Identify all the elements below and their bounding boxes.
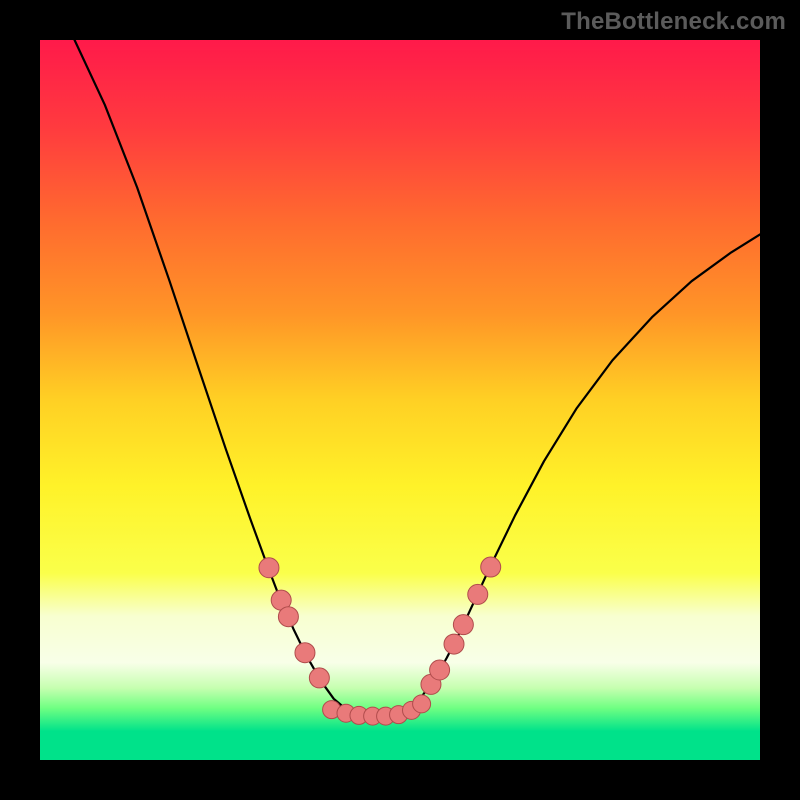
data-marker [278,607,298,627]
chart-svg [40,40,760,760]
data-marker [430,660,450,680]
data-marker [481,557,501,577]
data-marker [295,643,315,663]
data-marker [309,668,329,688]
data-marker [453,615,473,635]
data-marker [259,558,279,578]
data-marker [413,695,431,713]
data-marker [444,634,464,654]
chart-frame: TheBottleneck.com [0,0,800,800]
data-marker [468,584,488,604]
watermark-text: TheBottleneck.com [561,8,786,36]
plot-area [40,40,760,760]
gradient-background [40,40,760,760]
